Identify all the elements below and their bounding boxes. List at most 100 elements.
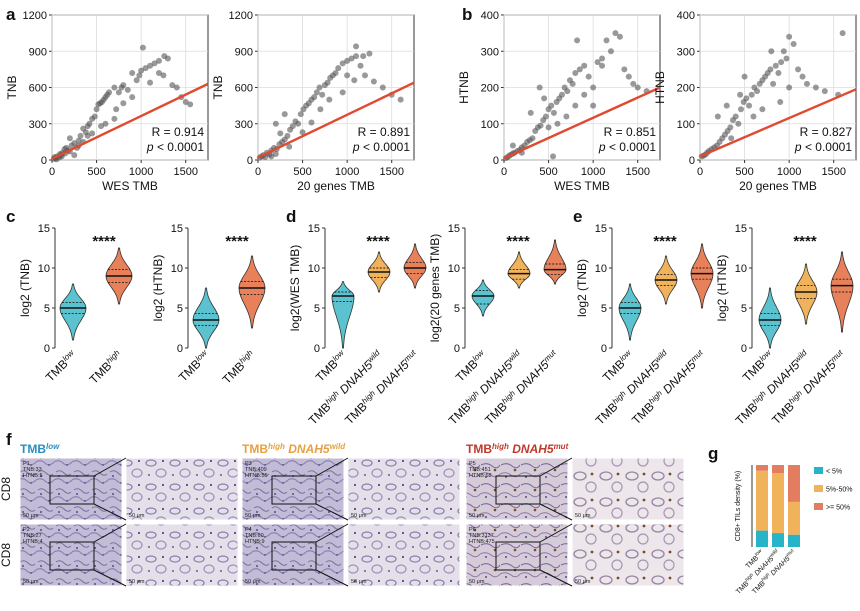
data-point [317,106,324,113]
fit-line [503,86,661,160]
bar-segment [772,533,784,547]
p-value: p < 0.0001 [794,140,852,154]
data-point [537,122,544,129]
data-point [147,79,154,86]
zoom-connector [315,457,349,477]
x-tick-label: 0 [501,166,507,178]
p-value: p < 0.0001 [598,140,656,154]
data-point [746,102,753,109]
data-point [344,72,351,79]
data-point [621,66,628,73]
significance-stars: **** [653,233,677,250]
panel-letter-c: c [6,207,15,226]
scale-bar-label: 50 μm [575,513,591,519]
data-point [545,124,552,131]
x-tick-label: 1500 [625,166,649,178]
p-value: p < 0.0001 [352,140,410,154]
data-point [732,113,739,120]
data-point [281,111,288,118]
y-axis-label: log2 (HTNB) [715,255,729,322]
x-tick-label: 1500 [821,166,845,178]
data-point [324,79,331,86]
x-tick-label: 1000 [335,166,359,178]
scale-bar-label: 50 μm [245,579,261,585]
data-point [147,62,154,69]
data-point [741,73,748,80]
data-point [299,129,306,136]
y-tick-label: 10 [595,263,607,275]
data-point [98,123,105,130]
data-point [777,99,784,105]
scale-bar-label: 50 μm [575,579,591,585]
y-tick-label: 5 [454,303,460,315]
y-tick-label: 1200 [229,10,253,22]
data-point [778,59,785,66]
data-point [569,80,576,87]
y-axis-label: TNB [211,76,225,100]
y-tick-label: 0 [247,155,253,167]
y-tick-label: 0 [41,155,47,167]
data-point [548,102,555,109]
y-tick-label: 0 [454,343,460,355]
data-point [630,80,637,87]
y-tick-label: 0 [601,343,607,355]
data-point [272,120,279,127]
zoom-connector [93,503,127,521]
legend-swatch [814,503,823,510]
sample-annotation: HTNB:9 [245,539,265,545]
bar-segment [788,465,800,502]
bar-segment [756,530,768,547]
y-tick-label: 15 [595,223,607,235]
x-tick-label: 500 [539,166,557,178]
violin-shape [618,283,642,341]
y-tick-label: 200 [677,83,695,95]
sample-annotation: P5 [469,461,476,467]
data-point [786,33,793,40]
data-point [169,82,176,89]
violin-shape [690,243,714,309]
data-point [173,84,180,91]
group-header: TMBlow [20,442,60,457]
y-axis-label: log2(20 genes TMB) [428,234,442,343]
data-point [155,57,162,64]
data-point [344,57,351,64]
group-label: TMBhigh [219,347,258,386]
data-point [550,153,557,160]
data-point [351,77,358,84]
panel-letter-f: f [6,430,12,449]
y-tick-label: 5 [741,303,747,315]
data-point [138,67,145,74]
bar-segment [756,465,768,471]
data-point [66,135,73,142]
y-tick-label: 5 [177,303,183,315]
zoom-connector [315,569,349,587]
zoom-connector [539,457,573,477]
data-point [603,37,610,44]
data-point [799,73,806,80]
y-tick-label: 900 [29,46,47,58]
data-point [737,91,744,98]
zoom-image [347,457,461,521]
data-point [783,55,790,62]
scale-bar-label: 50 μm [129,579,145,585]
sample-annotation: P3 [245,461,252,467]
data-point [366,50,373,57]
data-point [86,120,93,127]
y-tick-label: 300 [29,119,47,131]
sample-annotation: HTNB:475 [469,539,495,545]
data-point [536,84,543,91]
data-point [353,43,360,50]
data-point [289,123,296,130]
data-point [772,62,779,69]
zoom-box [495,475,541,505]
data-point [812,84,819,91]
violin-shape [238,255,266,329]
sample-annotation: HTNB:68 [469,473,492,479]
